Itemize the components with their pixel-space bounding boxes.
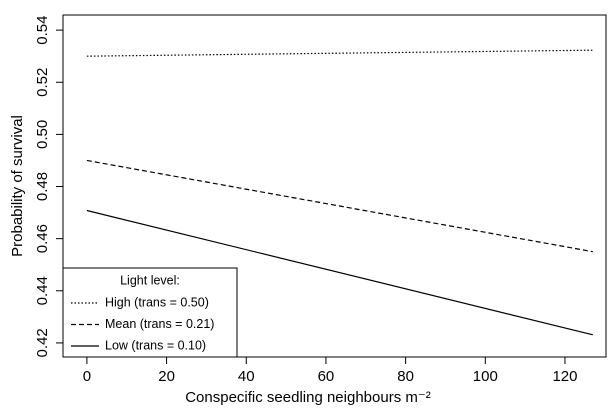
series-line [86, 49, 593, 57]
x-tick-label: 80 [397, 368, 414, 385]
y-axis-title: Probability of survival [9, 115, 26, 257]
y-tick-label: 0.52 [34, 68, 51, 97]
x-tick-label: 60 [318, 368, 335, 385]
legend-label: High (trans = 0.50) [105, 295, 209, 309]
y-tick-label: 0.54 [34, 16, 51, 45]
legend-title: Light level: [120, 273, 180, 287]
y-tick-label: 0.50 [34, 120, 51, 149]
x-tick-label: 100 [473, 368, 498, 385]
legend-label: Low (trans = 0.10) [105, 338, 206, 352]
x-tick-label: 40 [238, 368, 255, 385]
x-tick-label: 120 [552, 368, 577, 385]
x-tick-label: 20 [158, 368, 175, 385]
series-line [86, 159, 593, 253]
y-tick-label: 0.46 [34, 224, 51, 253]
y-tick-label: 0.42 [34, 328, 51, 357]
series-line [86, 209, 593, 336]
plot-frame [62, 14, 607, 358]
legend-box [62, 267, 238, 358]
legend-label: Mean (trans = 0.21) [105, 317, 214, 331]
y-tick-label: 0.48 [34, 172, 51, 201]
x-tick-label: 0 [83, 368, 91, 385]
x-axis-title: Conspecific seedling neighbours m⁻² [185, 389, 431, 406]
y-tick-label: 0.44 [34, 276, 51, 305]
legend: Light level: High (trans = 0.50) Mean (tr… [62, 267, 238, 358]
